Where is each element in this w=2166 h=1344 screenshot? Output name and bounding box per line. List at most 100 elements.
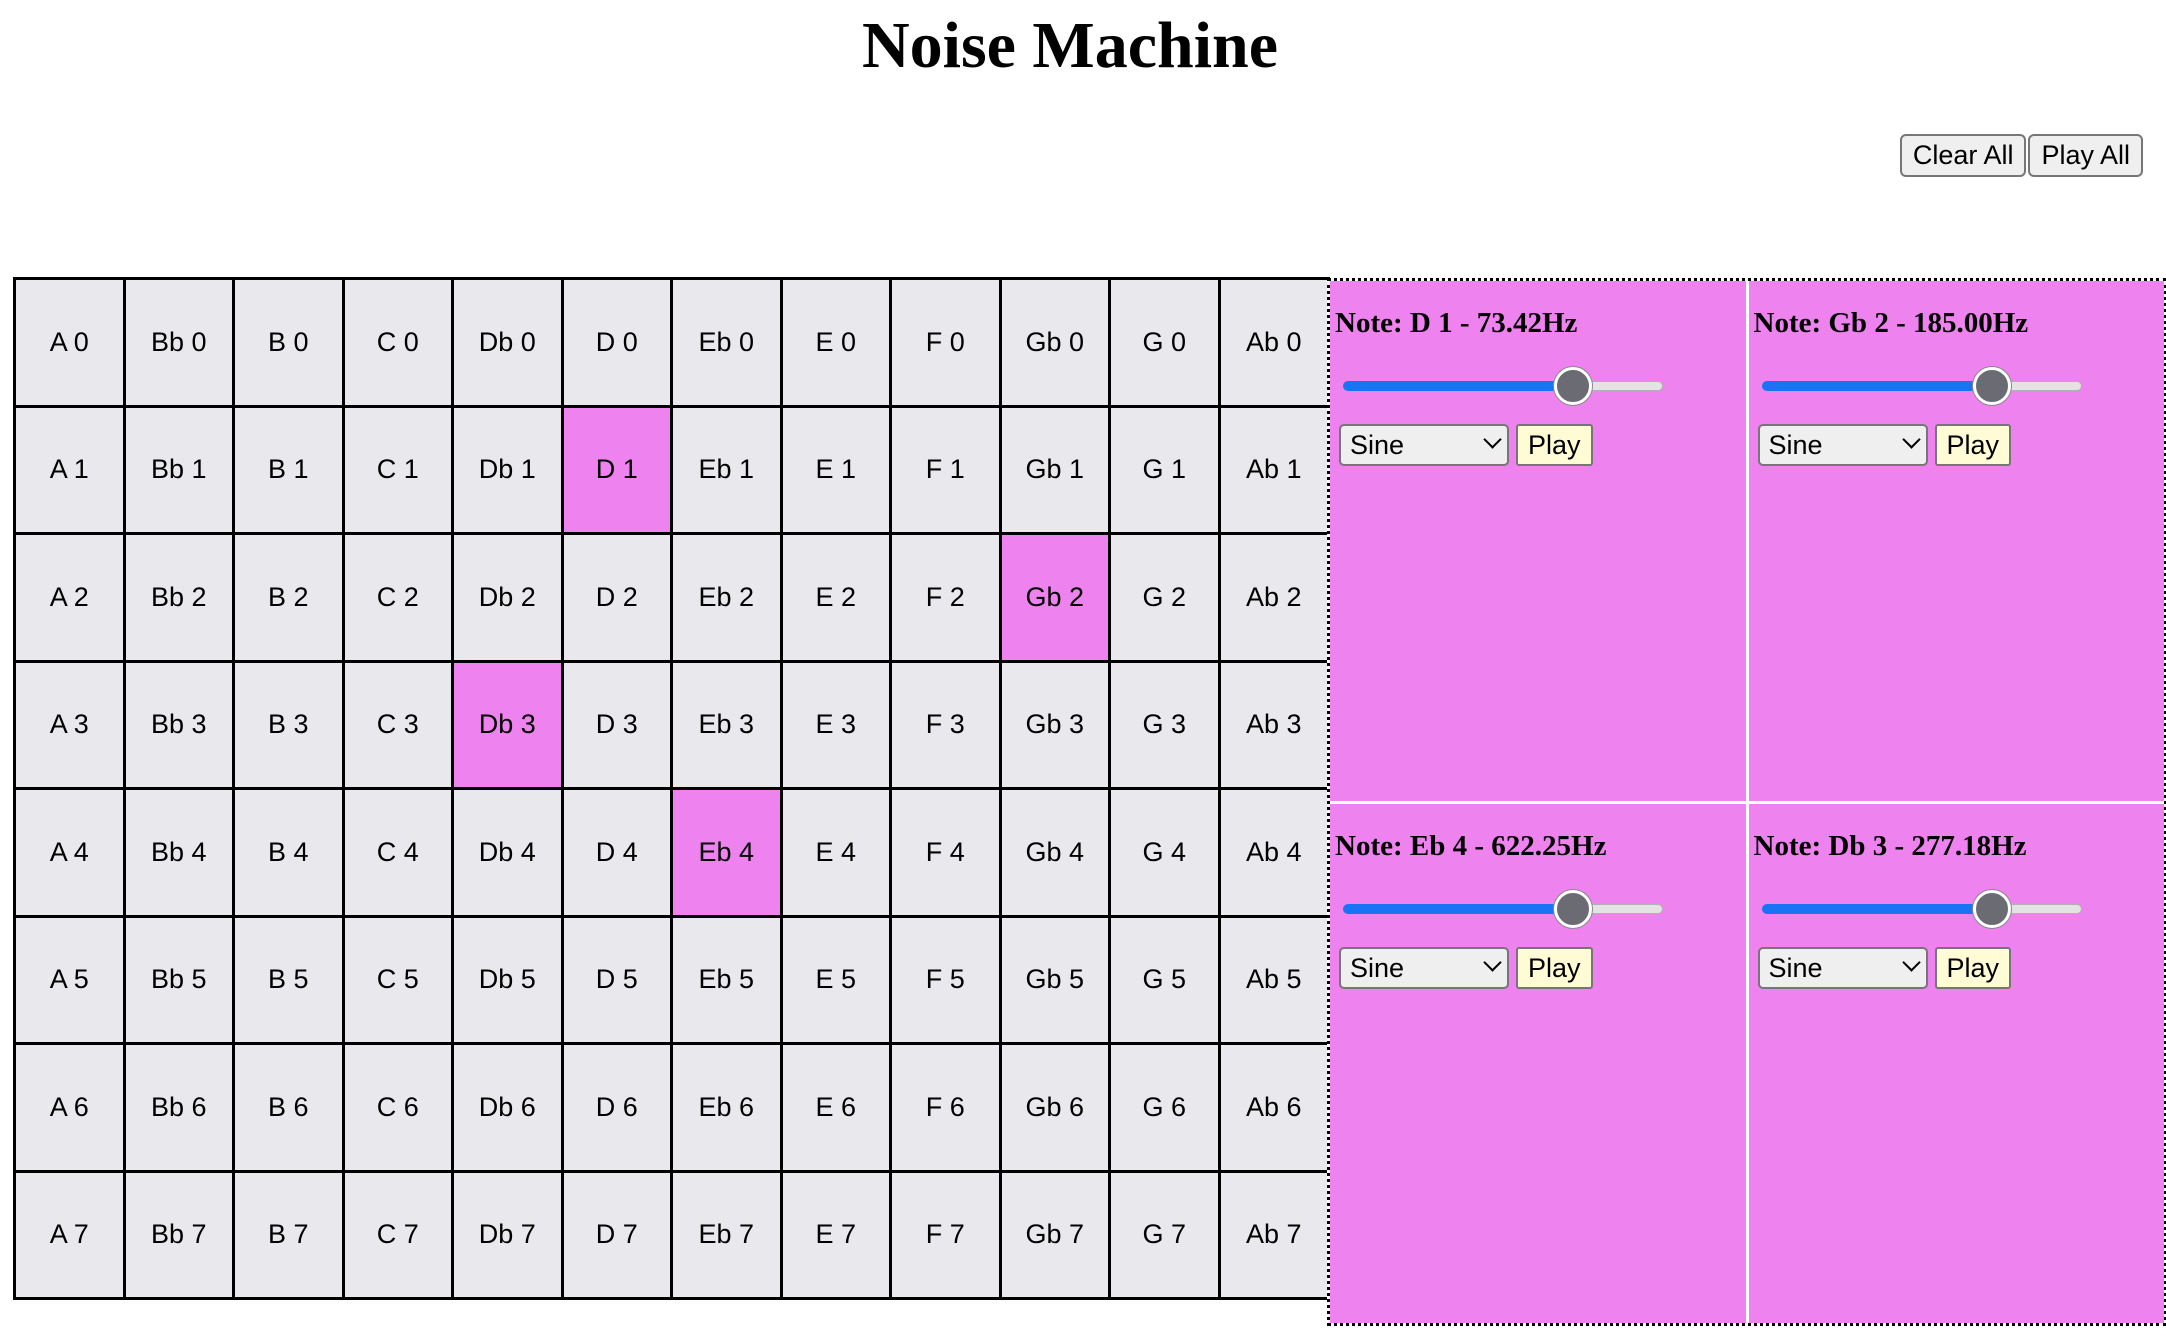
note-cell[interactable]: A 2 [16,535,123,660]
note-cell[interactable]: Gb 5 [1001,917,1108,1042]
note-cell[interactable]: B 5 [235,917,342,1042]
note-cell[interactable]: D 6 [563,1045,670,1170]
note-cell[interactable]: Ab 1 [1220,407,1327,532]
note-cell[interactable]: E 1 [782,407,889,532]
note-cell[interactable]: E 2 [782,535,889,660]
note-cell[interactable]: E 4 [782,790,889,915]
play-all-button[interactable]: Play All [2028,134,2143,177]
note-cell[interactable]: G 0 [1111,280,1218,405]
note-cell[interactable]: B 6 [235,1045,342,1170]
note-cell[interactable]: F 2 [892,535,999,660]
volume-slider[interactable] [1343,889,1663,928]
note-cell[interactable]: Eb 4 [673,790,780,915]
note-cell[interactable]: C 4 [344,790,451,915]
note-cell[interactable]: E 6 [782,1045,889,1170]
play-note-button[interactable]: Play [1516,424,1593,466]
note-cell[interactable]: Bb 2 [125,535,232,660]
note-cell[interactable]: G 1 [1111,407,1218,532]
note-cell[interactable]: D 0 [563,280,670,405]
note-cell[interactable]: G 3 [1111,662,1218,787]
note-cell[interactable]: Eb 2 [673,535,780,660]
play-note-button[interactable]: Play [1934,424,2012,466]
note-cell[interactable]: C 6 [344,1045,451,1170]
note-cell[interactable]: A 5 [16,917,123,1042]
note-cell[interactable]: Bb 6 [125,1045,232,1170]
note-cell[interactable]: F 7 [892,1172,999,1297]
note-cell[interactable]: F 3 [892,662,999,787]
note-cell[interactable]: Ab 7 [1220,1172,1327,1297]
note-cell[interactable]: Ab 0 [1220,280,1327,405]
note-cell[interactable]: Db 5 [454,917,561,1042]
note-cell[interactable]: A 6 [16,1045,123,1170]
note-cell[interactable]: D 4 [563,790,670,915]
note-cell[interactable]: Bb 3 [125,662,232,787]
note-cell[interactable]: A 7 [16,1172,123,1297]
note-cell[interactable]: D 1 [563,407,670,532]
note-cell[interactable]: Ab 2 [1220,535,1327,660]
note-cell[interactable]: E 3 [782,662,889,787]
note-cell[interactable]: B 3 [235,662,342,787]
note-cell[interactable]: A 4 [16,790,123,915]
volume-slider[interactable] [1761,367,2082,405]
note-cell[interactable]: Gb 3 [1001,662,1108,787]
note-cell[interactable]: B 7 [235,1172,342,1297]
waveform-select[interactable]: Sine [1757,424,1928,466]
waveform-select[interactable]: Sine [1757,946,1928,989]
note-cell[interactable]: F 4 [892,790,999,915]
note-cell[interactable]: F 5 [892,917,999,1042]
note-cell[interactable]: Gb 6 [1001,1045,1108,1170]
note-cell[interactable]: Ab 3 [1220,662,1327,787]
note-cell[interactable]: E 5 [782,917,889,1042]
note-cell[interactable]: G 4 [1111,790,1218,915]
note-cell[interactable]: Gb 2 [1001,535,1108,660]
note-cell[interactable]: C 7 [344,1172,451,1297]
waveform-select[interactable]: Sine [1339,424,1509,466]
note-cell[interactable]: C 1 [344,407,451,532]
note-cell[interactable]: Bb 5 [125,917,232,1042]
note-cell[interactable]: Bb 7 [125,1172,232,1297]
note-cell[interactable]: Gb 4 [1001,790,1108,915]
note-cell[interactable]: G 2 [1111,535,1218,660]
note-cell[interactable]: Db 2 [454,535,561,660]
note-cell[interactable]: Gb 7 [1001,1172,1108,1297]
note-cell[interactable]: B 4 [235,790,342,915]
note-cell[interactable]: F 6 [892,1045,999,1170]
play-note-button[interactable]: Play [1516,946,1593,989]
note-cell[interactable]: Ab 4 [1220,790,1327,915]
note-cell[interactable]: C 3 [344,662,451,787]
note-cell[interactable]: Db 0 [454,280,561,405]
play-note-button[interactable]: Play [1934,946,2012,989]
note-cell[interactable]: Bb 0 [125,280,232,405]
clear-all-button[interactable]: Clear All [1899,134,2027,177]
note-cell[interactable]: Eb 6 [673,1045,780,1170]
note-cell[interactable]: F 1 [892,407,999,532]
note-cell[interactable]: Db 3 [454,662,561,787]
note-cell[interactable]: A 0 [16,280,123,405]
note-cell[interactable]: E 7 [782,1172,889,1297]
note-cell[interactable]: Eb 3 [673,662,780,787]
slider-thumb[interactable] [1972,367,2011,405]
note-cell[interactable]: Bb 4 [125,790,232,915]
note-cell[interactable]: D 3 [563,662,670,787]
note-cell[interactable]: Ab 6 [1220,1045,1327,1170]
note-cell[interactable]: C 5 [344,917,451,1042]
note-cell[interactable]: Eb 0 [673,280,780,405]
note-cell[interactable]: D 2 [563,535,670,660]
note-cell[interactable]: G 5 [1111,917,1218,1042]
slider-thumb[interactable] [1554,889,1593,928]
note-cell[interactable]: A 3 [16,662,123,787]
note-cell[interactable]: Gb 1 [1001,407,1108,532]
note-cell[interactable]: B 1 [235,407,342,532]
note-cell[interactable]: B 0 [235,280,342,405]
note-cell[interactable]: Eb 1 [673,407,780,532]
note-cell[interactable]: B 2 [235,535,342,660]
note-cell[interactable]: E 0 [782,280,889,405]
note-cell[interactable]: Db 7 [454,1172,561,1297]
note-cell[interactable]: Gb 0 [1001,280,1108,405]
note-cell[interactable]: Db 4 [454,790,561,915]
slider-thumb[interactable] [1554,367,1593,405]
note-cell[interactable]: Db 6 [454,1045,561,1170]
note-cell[interactable]: D 7 [563,1172,670,1297]
note-cell[interactable]: C 2 [344,535,451,660]
note-cell[interactable]: Db 1 [454,407,561,532]
